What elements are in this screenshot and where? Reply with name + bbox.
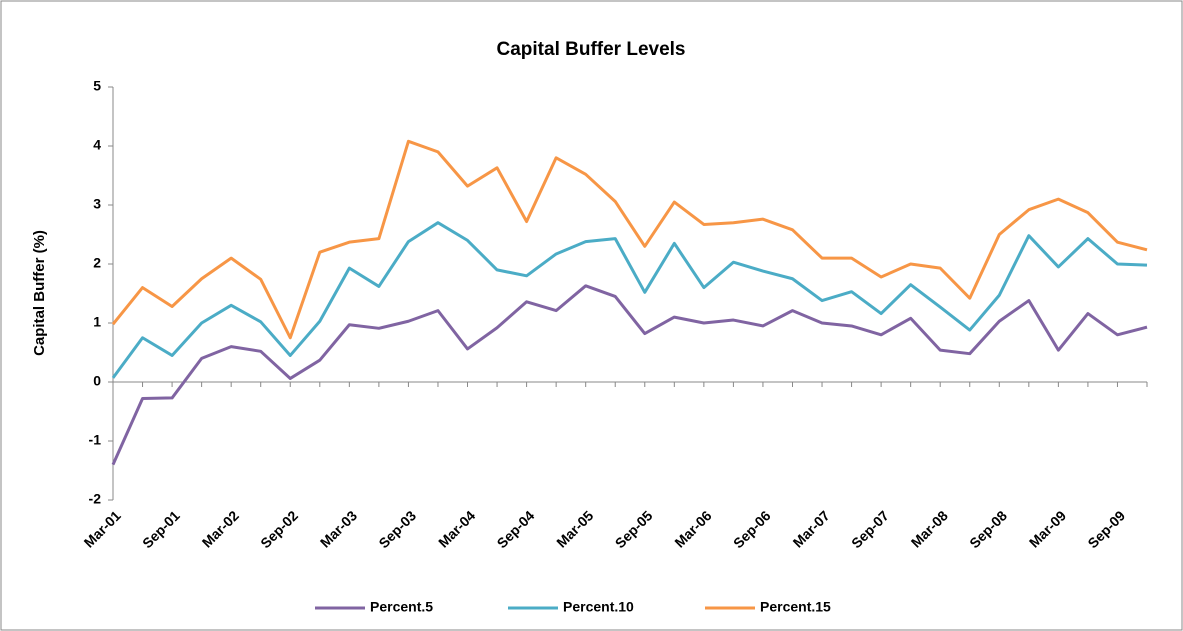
legend-label: Percent.15 bbox=[760, 599, 831, 615]
y-tick-label: -1 bbox=[89, 432, 102, 448]
legend-label: Percent.10 bbox=[563, 599, 634, 615]
y-tick-label: 3 bbox=[93, 196, 101, 212]
y-tick-label: 1 bbox=[93, 314, 101, 330]
y-tick-label: 2 bbox=[93, 255, 101, 271]
chart-title: Capital Buffer Levels bbox=[497, 39, 686, 60]
series-line bbox=[111, 139, 1148, 340]
y-tick-label: 5 bbox=[93, 78, 101, 94]
y-axis-label: Capital Buffer (%) bbox=[31, 230, 48, 356]
legend-label: Percent.5 bbox=[370, 599, 433, 615]
series-line bbox=[111, 284, 1148, 466]
series-line bbox=[111, 221, 1148, 379]
y-tick-label: 0 bbox=[93, 373, 101, 389]
y-tick-label: -2 bbox=[89, 491, 102, 507]
y-tick-label: 4 bbox=[93, 137, 101, 153]
